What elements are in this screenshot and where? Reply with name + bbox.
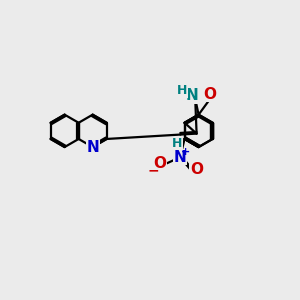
Text: O: O (203, 87, 216, 102)
Text: N: N (86, 140, 99, 154)
Text: O: O (154, 156, 166, 171)
Text: −: − (148, 163, 160, 177)
Text: N: N (185, 88, 198, 103)
Text: H: H (172, 137, 182, 151)
Text: H: H (177, 84, 187, 97)
Text: N: N (174, 150, 187, 165)
Text: O: O (190, 162, 203, 177)
Text: +: + (181, 147, 190, 157)
